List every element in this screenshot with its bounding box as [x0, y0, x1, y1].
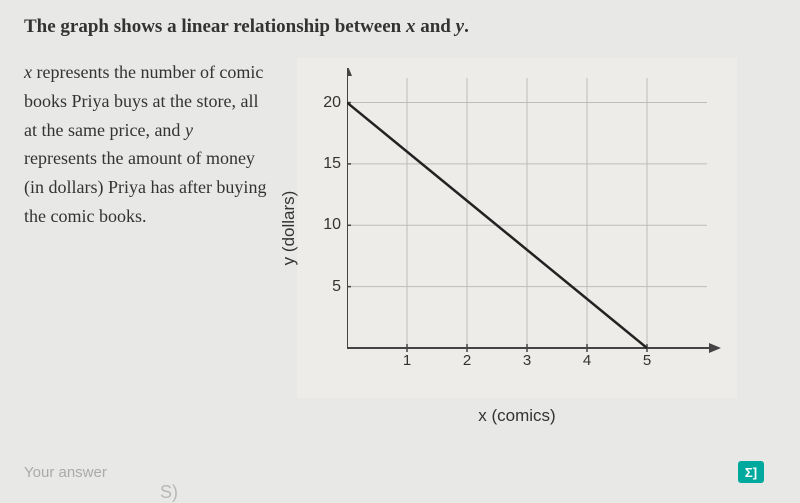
equation-editor-button[interactable]: Σ]: [738, 461, 764, 483]
x-tick-label: 4: [583, 352, 591, 369]
question-description: x represents the number of comic books P…: [24, 58, 269, 398]
sigma-icon: Σ]: [745, 465, 757, 480]
title-var-y: y: [456, 16, 464, 37]
chart-svg: [347, 68, 727, 358]
y-axis-label: y (dollars): [279, 191, 299, 266]
x-tick-label: 3: [523, 352, 531, 369]
chart-plot: 510152012345: [347, 68, 727, 358]
desc-var-x: x: [24, 62, 32, 82]
y-tick-label: 20: [323, 94, 341, 112]
title-mid: and: [415, 16, 455, 37]
title-suffix: .: [464, 16, 469, 37]
x-tick-label: 1: [403, 352, 411, 369]
x-axis-label: x (comics): [478, 406, 555, 426]
title-text: The graph shows a linear relationship be…: [24, 16, 406, 37]
page-artifact: S): [160, 482, 178, 503]
question-title: The graph shows a linear relationship be…: [24, 16, 776, 38]
chart-container: y (dollars) x (comics) 510152012345: [297, 58, 737, 398]
y-tick-label: 5: [332, 278, 341, 296]
answer-row: Your answer Σ]: [24, 461, 764, 483]
answer-input[interactable]: Your answer: [24, 464, 107, 481]
content-row: x represents the number of comic books P…: [24, 58, 776, 398]
desc-text-1: represents the number of comic books Pri…: [24, 62, 263, 140]
y-tick-label: 15: [323, 155, 341, 173]
y-tick-label: 10: [323, 216, 341, 234]
x-tick-label: 2: [463, 352, 471, 369]
worksheet-page: The graph shows a linear relationship be…: [0, 0, 800, 503]
x-tick-label: 5: [643, 352, 651, 369]
desc-var-y: y: [185, 120, 193, 140]
desc-text-2: represents the amount of money (in dolla…: [24, 148, 266, 226]
